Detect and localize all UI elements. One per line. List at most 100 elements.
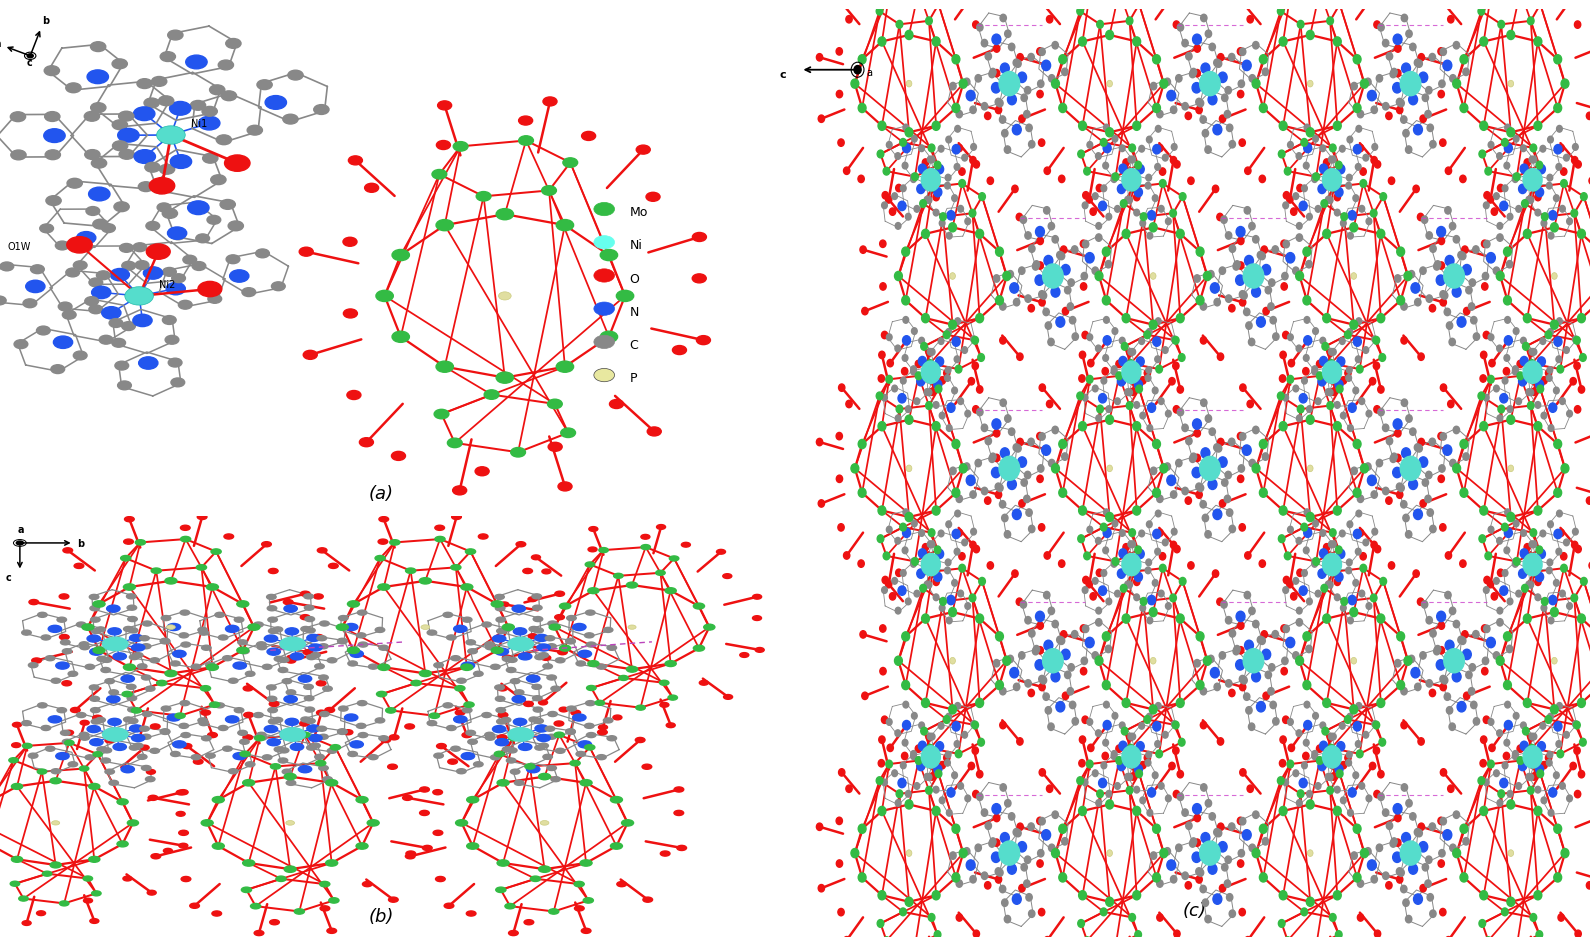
Circle shape	[914, 782, 919, 789]
Circle shape	[1541, 723, 1545, 729]
Circle shape	[170, 751, 180, 757]
Circle shape	[1463, 307, 1469, 315]
Circle shape	[1165, 411, 1172, 417]
Circle shape	[1123, 361, 1142, 383]
Circle shape	[245, 672, 254, 676]
Circle shape	[1315, 398, 1321, 405]
Circle shape	[1304, 163, 1309, 169]
Circle shape	[59, 302, 72, 311]
Circle shape	[1504, 296, 1512, 305]
Circle shape	[1247, 785, 1253, 793]
Circle shape	[1541, 219, 1547, 226]
Circle shape	[1237, 817, 1243, 825]
Circle shape	[1528, 745, 1534, 752]
Circle shape	[1283, 716, 1289, 724]
Circle shape	[142, 765, 151, 771]
Circle shape	[1156, 495, 1162, 502]
Circle shape	[1200, 783, 1207, 791]
Circle shape	[173, 650, 186, 657]
Circle shape	[1269, 664, 1275, 671]
Circle shape	[1367, 475, 1377, 485]
Circle shape	[1283, 576, 1289, 584]
Circle shape	[989, 455, 995, 463]
Circle shape	[1531, 541, 1538, 548]
Circle shape	[512, 605, 525, 612]
Circle shape	[14, 340, 27, 348]
Circle shape	[1129, 939, 1135, 946]
Circle shape	[437, 101, 452, 110]
Circle shape	[1460, 488, 1468, 498]
Circle shape	[1196, 483, 1202, 490]
Circle shape	[1550, 320, 1558, 329]
Circle shape	[1159, 180, 1165, 187]
Circle shape	[1194, 274, 1200, 282]
Circle shape	[242, 887, 251, 892]
Circle shape	[1410, 44, 1417, 51]
Circle shape	[1299, 394, 1307, 403]
Circle shape	[29, 600, 38, 604]
Circle shape	[542, 185, 556, 195]
Circle shape	[1150, 657, 1156, 664]
Circle shape	[285, 866, 296, 872]
Circle shape	[929, 541, 935, 548]
Circle shape	[819, 499, 825, 507]
Circle shape	[1096, 799, 1102, 806]
Circle shape	[1243, 693, 1250, 700]
Circle shape	[1545, 754, 1552, 762]
Circle shape	[1213, 509, 1221, 519]
Circle shape	[949, 272, 956, 279]
Circle shape	[1270, 701, 1277, 709]
Circle shape	[973, 21, 979, 28]
Circle shape	[51, 365, 65, 374]
Circle shape	[986, 822, 992, 830]
Circle shape	[1439, 80, 1445, 87]
Circle shape	[223, 656, 232, 660]
Circle shape	[1557, 703, 1563, 710]
Circle shape	[1345, 760, 1351, 766]
Circle shape	[1374, 930, 1380, 937]
Circle shape	[1339, 723, 1345, 729]
Circle shape	[1038, 675, 1045, 683]
Circle shape	[1129, 144, 1135, 152]
Circle shape	[1304, 721, 1312, 729]
Circle shape	[1127, 733, 1134, 741]
Circle shape	[919, 722, 924, 728]
Circle shape	[1374, 791, 1380, 797]
Circle shape	[1420, 499, 1426, 507]
Circle shape	[1390, 840, 1396, 848]
Circle shape	[1557, 126, 1563, 132]
Circle shape	[636, 145, 650, 154]
Circle shape	[946, 617, 952, 623]
Circle shape	[1369, 377, 1375, 385]
Circle shape	[1406, 414, 1412, 422]
Circle shape	[1065, 287, 1072, 294]
Circle shape	[1083, 576, 1089, 584]
Circle shape	[1488, 376, 1495, 383]
Circle shape	[1493, 193, 1499, 200]
Circle shape	[1421, 479, 1428, 486]
Circle shape	[1143, 715, 1151, 724]
Circle shape	[895, 222, 902, 229]
Circle shape	[91, 919, 99, 923]
Circle shape	[102, 657, 111, 662]
Circle shape	[1286, 581, 1293, 587]
Circle shape	[1350, 607, 1358, 617]
Circle shape	[1530, 156, 1534, 163]
Circle shape	[566, 616, 576, 621]
Circle shape	[1463, 265, 1471, 275]
Circle shape	[922, 229, 930, 238]
Circle shape	[1288, 745, 1294, 751]
Circle shape	[1301, 523, 1307, 531]
Circle shape	[1388, 177, 1394, 184]
Circle shape	[1587, 497, 1590, 504]
Circle shape	[1409, 656, 1415, 662]
Circle shape	[533, 707, 542, 712]
Circle shape	[1111, 753, 1116, 760]
Circle shape	[1220, 499, 1226, 507]
Circle shape	[337, 728, 347, 734]
Circle shape	[1358, 914, 1364, 921]
Circle shape	[1269, 279, 1275, 287]
Circle shape	[347, 715, 356, 720]
Circle shape	[1571, 156, 1577, 164]
Circle shape	[943, 369, 949, 377]
